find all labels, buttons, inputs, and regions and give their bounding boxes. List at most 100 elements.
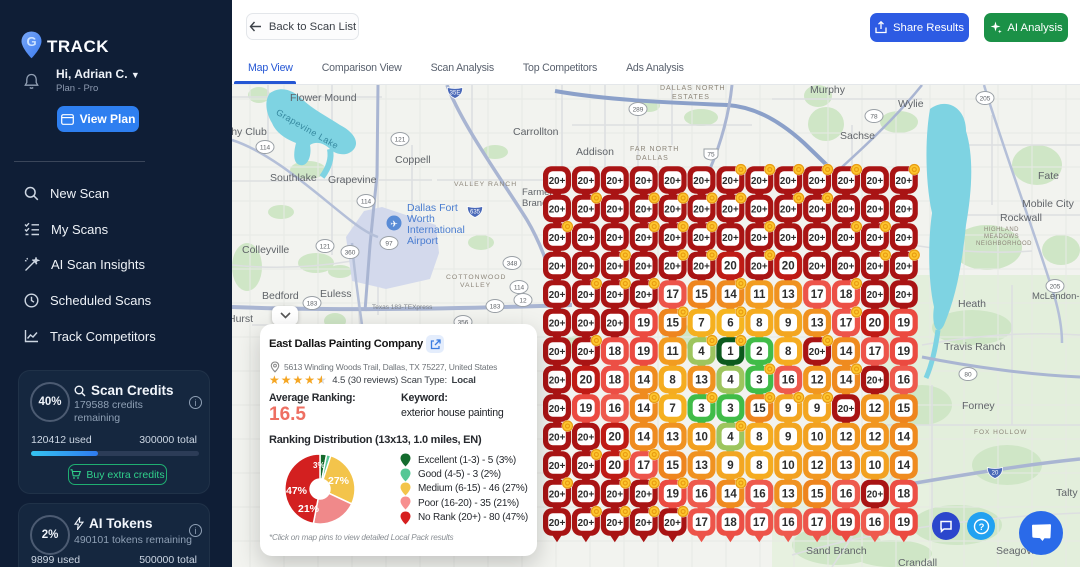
- svg-text:20+: 20+: [867, 261, 884, 272]
- svg-text:20+: 20+: [549, 375, 566, 386]
- svg-text:7: 7: [669, 403, 675, 415]
- svg-text:20+: 20+: [549, 347, 566, 358]
- svg-text:20+: 20+: [578, 432, 595, 443]
- svg-text:20+: 20+: [809, 347, 826, 358]
- svg-text:18: 18: [608, 374, 621, 386]
- svg-text:20+: 20+: [606, 233, 623, 244]
- svg-text:78: 78: [870, 114, 878, 121]
- svg-text:Mobile City: Mobile City: [1022, 198, 1075, 210]
- svg-text:17: 17: [811, 289, 824, 301]
- svg-text:4: 4: [698, 346, 705, 358]
- svg-text:Coppell: Coppell: [395, 154, 431, 166]
- svg-text:✈: ✈: [390, 219, 398, 229]
- svg-text:205: 205: [1050, 284, 1061, 291]
- svg-text:20+: 20+: [751, 261, 768, 272]
- svg-text:MEADOWS: MEADOWS: [984, 234, 1019, 240]
- svg-text:18: 18: [724, 517, 737, 529]
- svg-text:75: 75: [707, 152, 715, 159]
- svg-text:14: 14: [897, 460, 910, 472]
- svg-text:20+: 20+: [549, 489, 566, 500]
- svg-text:Texas 183-TEXpress: Texas 183-TEXpress: [372, 304, 433, 311]
- svg-text:97: 97: [385, 241, 393, 248]
- svg-text:360: 360: [345, 250, 356, 257]
- svg-text:Travis Ranch: Travis Ranch: [944, 341, 1006, 353]
- svg-text:15: 15: [695, 289, 708, 301]
- svg-text:15: 15: [666, 317, 679, 329]
- svg-text:20+: 20+: [722, 204, 739, 215]
- svg-text:12: 12: [811, 374, 824, 386]
- svg-text:20: 20: [869, 317, 882, 329]
- svg-text:20+: 20+: [635, 489, 652, 500]
- svg-text:14: 14: [637, 431, 650, 443]
- svg-text:20+: 20+: [693, 261, 710, 272]
- svg-text:20+: 20+: [895, 233, 912, 244]
- svg-text:20+: 20+: [722, 233, 739, 244]
- svg-text:3%: 3%: [313, 461, 325, 470]
- svg-text:NEIGHBORHOOD: NEIGHBORHOOD: [976, 241, 1032, 247]
- svg-text:20+: 20+: [895, 261, 912, 272]
- svg-text:Sachse: Sachse: [840, 130, 875, 142]
- svg-text:Murphy: Murphy: [810, 85, 846, 96]
- svg-text:356: 356: [458, 320, 469, 327]
- svg-text:205: 205: [980, 96, 991, 103]
- svg-text:12: 12: [840, 431, 853, 443]
- svg-text:20+: 20+: [693, 233, 710, 244]
- svg-text:8: 8: [785, 346, 792, 358]
- svg-text:20: 20: [580, 374, 593, 386]
- svg-text:Southlake: Southlake: [270, 172, 317, 184]
- svg-text:20+: 20+: [780, 176, 797, 187]
- svg-text:19: 19: [897, 346, 910, 358]
- svg-text:16: 16: [782, 374, 795, 386]
- svg-text:15: 15: [811, 488, 824, 500]
- svg-text:14: 14: [840, 346, 853, 358]
- svg-text:289: 289: [633, 107, 644, 114]
- svg-text:20+: 20+: [895, 204, 912, 215]
- svg-text:20+: 20+: [635, 233, 652, 244]
- svg-text:Flower Mound: Flower Mound: [290, 92, 357, 104]
- svg-text:9: 9: [814, 403, 820, 415]
- svg-text:14: 14: [840, 374, 853, 386]
- svg-text:20+: 20+: [578, 318, 595, 329]
- svg-text:3: 3: [756, 374, 762, 386]
- svg-text:?: ?: [978, 522, 984, 533]
- svg-text:Farmers: Farmers: [522, 187, 558, 198]
- svg-text:Rockwall: Rockwall: [1000, 212, 1042, 224]
- svg-text:VALLEY RANCH: VALLEY RANCH: [454, 181, 517, 188]
- svg-text:80: 80: [964, 372, 972, 379]
- svg-text:20+: 20+: [809, 204, 826, 215]
- svg-text:13: 13: [695, 460, 708, 472]
- svg-text:Crandall: Crandall: [898, 557, 937, 567]
- svg-text:20+: 20+: [606, 176, 623, 187]
- svg-text:HIGHLAND: HIGHLAND: [984, 227, 1019, 233]
- svg-text:20+: 20+: [549, 261, 566, 272]
- svg-text:20+: 20+: [549, 518, 566, 529]
- svg-text:9: 9: [785, 317, 791, 329]
- svg-text:Hurst: Hurst: [232, 313, 253, 325]
- svg-text:20+: 20+: [606, 204, 623, 215]
- svg-text:20+: 20+: [895, 176, 912, 187]
- svg-text:19: 19: [897, 317, 910, 329]
- svg-text:20+: 20+: [578, 233, 595, 244]
- svg-text:20+: 20+: [578, 176, 595, 187]
- svg-text:20+: 20+: [867, 176, 884, 187]
- svg-text:10: 10: [869, 460, 882, 472]
- svg-text:20: 20: [992, 471, 999, 477]
- svg-text:DALLAS NORTH: DALLAS NORTH: [660, 85, 726, 92]
- svg-text:13: 13: [666, 431, 679, 443]
- svg-text:19: 19: [637, 317, 650, 329]
- svg-text:20+: 20+: [635, 261, 652, 272]
- svg-text:20+: 20+: [664, 204, 681, 215]
- svg-text:3: 3: [727, 403, 733, 415]
- svg-text:Colleyville: Colleyville: [242, 244, 289, 256]
- svg-text:20+: 20+: [549, 404, 566, 415]
- svg-text:16: 16: [869, 517, 882, 529]
- svg-text:18: 18: [897, 488, 910, 500]
- svg-text:15: 15: [753, 403, 766, 415]
- svg-text:8: 8: [756, 431, 763, 443]
- svg-text:20+: 20+: [606, 518, 623, 529]
- svg-text:2: 2: [756, 346, 762, 358]
- svg-text:20+: 20+: [578, 261, 595, 272]
- svg-text:12: 12: [811, 460, 824, 472]
- svg-text:20+: 20+: [809, 261, 826, 272]
- svg-text:McLendon-: McLendon-: [1032, 291, 1080, 302]
